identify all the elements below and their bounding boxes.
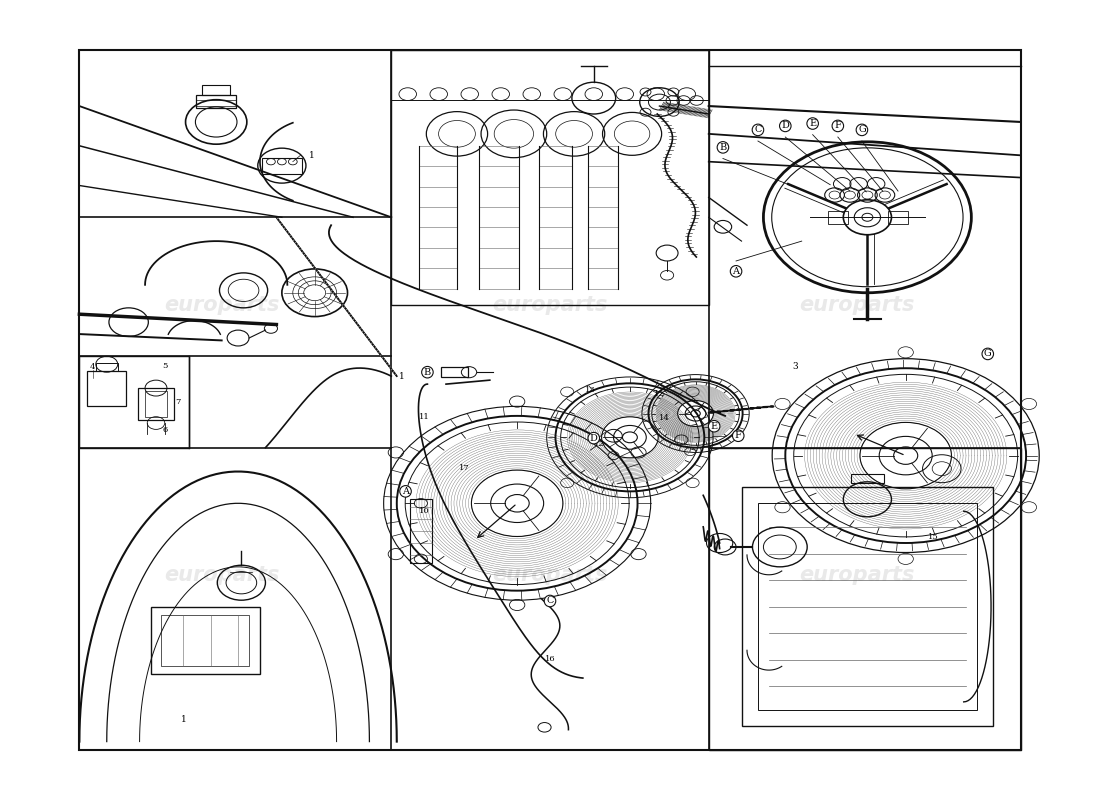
Text: 6: 6 — [162, 426, 167, 434]
Text: C: C — [755, 126, 761, 134]
Text: F: F — [735, 431, 741, 440]
Bar — [202, 86, 230, 95]
Text: europarts: europarts — [493, 565, 607, 585]
Circle shape — [844, 200, 891, 234]
Text: A: A — [733, 266, 739, 276]
Text: F: F — [835, 122, 842, 130]
Text: europarts: europarts — [799, 565, 914, 585]
Text: B: B — [719, 143, 726, 152]
Bar — [410, 499, 432, 563]
Bar — [79, 356, 189, 448]
Bar — [758, 503, 977, 710]
Bar — [708, 448, 1021, 750]
Text: 13: 13 — [585, 386, 596, 394]
Bar — [145, 391, 167, 417]
Text: 11: 11 — [419, 414, 429, 422]
Bar — [197, 95, 235, 108]
Bar — [262, 158, 301, 174]
Text: E: E — [711, 422, 717, 430]
Bar — [828, 211, 848, 224]
Text: 17: 17 — [460, 463, 470, 471]
Text: C: C — [547, 597, 553, 606]
Text: europarts: europarts — [164, 294, 279, 314]
Bar — [96, 362, 118, 370]
Text: 5: 5 — [162, 362, 167, 370]
Bar — [151, 606, 260, 674]
Bar — [162, 614, 249, 666]
Bar — [87, 370, 126, 406]
Text: 10: 10 — [419, 507, 429, 515]
Text: europarts: europarts — [493, 294, 607, 314]
Text: europarts: europarts — [799, 294, 914, 314]
Text: 12: 12 — [594, 440, 605, 448]
Text: 1: 1 — [399, 372, 405, 381]
Text: 4: 4 — [90, 362, 96, 370]
Text: D: D — [781, 122, 789, 130]
Bar — [741, 487, 993, 726]
Text: 1: 1 — [180, 715, 186, 724]
Text: B: B — [424, 368, 431, 377]
Text: G: G — [983, 350, 992, 358]
Text: 14: 14 — [660, 414, 670, 422]
Text: 7: 7 — [175, 398, 180, 406]
Text: 1: 1 — [308, 151, 315, 160]
Bar — [851, 474, 883, 483]
Text: A: A — [402, 487, 409, 496]
Text: europarts: europarts — [164, 565, 279, 585]
Text: 12: 12 — [654, 390, 664, 398]
Text: G: G — [858, 126, 866, 134]
Text: 3: 3 — [792, 362, 798, 371]
Text: 16: 16 — [544, 655, 556, 663]
Bar — [79, 50, 1021, 750]
Bar — [441, 367, 468, 377]
Bar — [888, 211, 907, 224]
Text: E: E — [810, 119, 816, 128]
Text: D: D — [590, 434, 597, 442]
Bar — [139, 388, 174, 420]
Bar — [392, 50, 708, 305]
Text: 15: 15 — [927, 533, 938, 541]
